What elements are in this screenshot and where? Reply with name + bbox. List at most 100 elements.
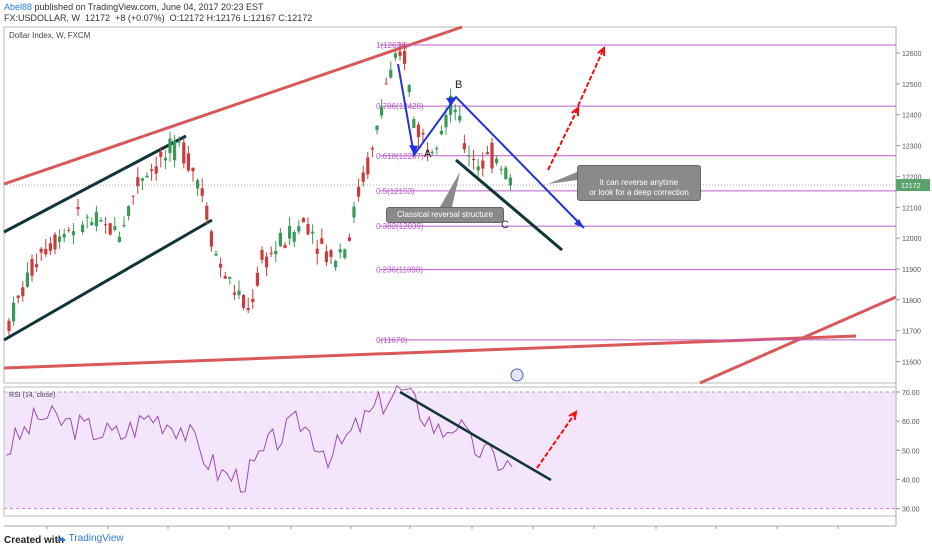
candle-body — [444, 115, 448, 128]
candle-body — [315, 248, 319, 254]
candle-body — [366, 157, 370, 175]
rsi-band — [5, 392, 895, 509]
candle-body — [237, 290, 241, 296]
candle-body — [246, 308, 250, 311]
candle-body — [177, 141, 181, 143]
candle-body — [242, 295, 246, 308]
candle-body — [504, 167, 508, 180]
candle-body — [499, 168, 503, 170]
candle-body — [196, 180, 200, 189]
reverse-callout-pointer — [548, 172, 577, 184]
candle-body — [67, 229, 71, 231]
y-tick-label: 11700 — [902, 329, 921, 336]
forecast-arrow-1-head — [571, 105, 580, 117]
candle-body — [380, 107, 384, 116]
candle-body — [375, 125, 379, 131]
ohlc: O:12172 H:12176 L:12167 C:12172 — [169, 13, 313, 23]
fib-level-label: 0(11670) — [376, 336, 408, 345]
candle-body — [453, 109, 457, 113]
candle-body — [370, 147, 374, 150]
candle-body — [200, 188, 204, 196]
candle-body — [71, 231, 75, 236]
candle-body — [122, 224, 126, 227]
y-tick-label: 12200 — [902, 174, 922, 181]
candle-body — [421, 132, 425, 135]
author-link[interactable]: Abel88 — [4, 2, 33, 12]
last-price-label: 12172 — [901, 183, 921, 190]
candle-body — [16, 295, 20, 298]
tradingview-logo[interactable]: ☁ TradingView — [56, 533, 124, 544]
candle-body — [357, 186, 361, 197]
candle-body — [439, 130, 443, 135]
candle-body — [76, 206, 80, 210]
candle-body — [81, 224, 85, 232]
rsi-y-tick-label: 70.00 — [902, 390, 920, 397]
inner-channel-lower — [3, 218, 213, 342]
candle-body — [191, 167, 195, 172]
candle-body — [131, 195, 135, 197]
y-tick-label: 12100 — [902, 205, 922, 212]
candle-body — [352, 206, 356, 218]
candle-body — [306, 223, 310, 235]
candle-body — [12, 302, 16, 322]
candle-body — [214, 253, 218, 256]
y-tick-label: 12600 — [902, 51, 922, 58]
candle-body — [260, 250, 264, 260]
candles-group — [7, 42, 512, 336]
candle-body — [48, 243, 52, 251]
wave-label-b: B — [455, 79, 462, 91]
candle-body — [407, 85, 411, 93]
down-trend-line — [455, 158, 563, 252]
candle-body — [426, 150, 430, 152]
reversal-callout-pointer — [440, 172, 460, 207]
candle-body — [384, 83, 388, 85]
candle-body — [467, 155, 471, 157]
rsi-line — [5, 384, 513, 493]
candle-body — [485, 152, 489, 155]
candle-body — [251, 298, 255, 303]
price-chart[interactable]: Dollar Index, W, FXCM 11600 11700 11800 1190… — [0, 0, 932, 530]
candle-body — [35, 264, 39, 268]
publish-info: published on TradingView.com, June 04, 2… — [34, 2, 264, 12]
candle-body — [30, 258, 34, 276]
candle-body — [430, 151, 434, 153]
candle-body — [255, 272, 259, 286]
candle-body — [145, 175, 149, 178]
rsi-trend-line — [399, 390, 552, 482]
candle-body — [108, 223, 112, 235]
wave-label-a: A — [424, 148, 432, 160]
candle-body — [435, 148, 439, 150]
lower-channel-line — [3, 334, 857, 370]
price-change: +8 (+0.07%) — [115, 13, 165, 23]
candle-body — [320, 238, 324, 244]
candle-body — [58, 236, 62, 242]
candle-body — [39, 248, 43, 253]
candle-body — [219, 263, 223, 268]
candle-body — [329, 250, 333, 257]
candle-body — [283, 244, 287, 248]
fib-level-label: 0.618(12267) — [376, 152, 424, 161]
candle-body — [150, 169, 154, 172]
candle-body — [274, 250, 278, 255]
candle-body — [324, 251, 328, 263]
candle-body — [416, 124, 420, 138]
candle-body — [472, 158, 476, 160]
inner-channel-upper — [3, 134, 187, 234]
candle-body — [223, 276, 227, 279]
chart-title: Dollar Index, W, FXCM — [9, 31, 91, 40]
candle-body — [292, 231, 296, 242]
candle-body — [481, 160, 485, 169]
candle-body — [361, 172, 365, 182]
reversal-callout-text: Classical reversal structure — [396, 210, 494, 219]
candle-body — [403, 51, 407, 64]
symbol: FX:USDOLLAR, W — [4, 13, 81, 23]
rsi-y-tick-label: 30.00 — [902, 507, 920, 514]
candle-body — [163, 157, 167, 161]
candle-body — [44, 248, 48, 255]
reverse-anytime-callout: it can reverse anytime or look for a dee… — [577, 165, 701, 201]
candle-body — [393, 53, 397, 58]
wave-arrowhead-b — [446, 97, 456, 106]
chart-header: Abel88 published on TradingView.com, Jun… — [0, 0, 932, 26]
reversal-callout: Classical reversal structure — [386, 207, 504, 223]
candle-body — [104, 224, 108, 226]
